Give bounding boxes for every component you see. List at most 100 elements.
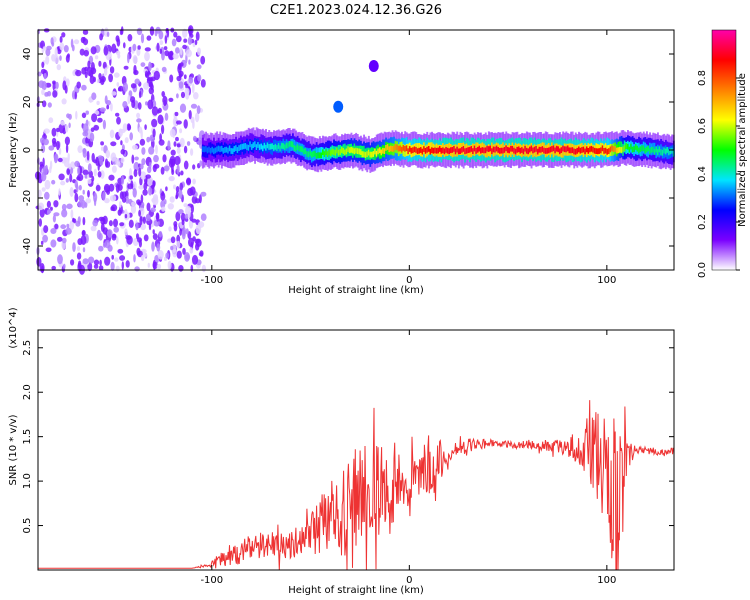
noise-dot bbox=[133, 64, 137, 75]
noise-dot bbox=[74, 192, 79, 203]
noise-dot bbox=[103, 46, 109, 56]
noise-dot bbox=[48, 117, 54, 124]
noise-dot bbox=[192, 164, 196, 170]
ridge-segment bbox=[247, 144, 250, 151]
noise-dot bbox=[131, 99, 136, 109]
noise-dot bbox=[72, 242, 76, 253]
noise-dot bbox=[130, 83, 137, 89]
noise-dot bbox=[41, 144, 46, 154]
noise-dot bbox=[100, 78, 105, 85]
noise-dot bbox=[76, 176, 81, 181]
noise-dot bbox=[132, 43, 137, 52]
snr-y-multiplier: (x10^4) bbox=[8, 307, 19, 348]
noise-dot bbox=[134, 156, 139, 161]
noise-dot bbox=[56, 64, 61, 71]
ridge-segment bbox=[408, 146, 411, 152]
ridge-segment bbox=[666, 147, 669, 160]
ridge-segment bbox=[646, 146, 648, 153]
noise-dot bbox=[65, 78, 70, 87]
noise-dot bbox=[183, 203, 188, 208]
noise-dot bbox=[187, 210, 191, 218]
ridge-segment bbox=[541, 146, 544, 152]
ridge-segment bbox=[377, 148, 380, 155]
spectrogram-x-ticks: -100 0 100 bbox=[200, 30, 616, 286]
noise-dot bbox=[77, 200, 83, 208]
noise-dot bbox=[157, 250, 164, 260]
noise-dot bbox=[59, 36, 63, 43]
ridge-segment bbox=[219, 146, 222, 153]
noise-dot bbox=[148, 61, 152, 72]
ridge-segment bbox=[250, 144, 253, 150]
ridge-segment bbox=[513, 147, 516, 154]
ridge-segment bbox=[361, 151, 364, 157]
ridge-segment bbox=[293, 145, 296, 151]
noise-dot bbox=[90, 225, 97, 232]
colorbar-tick-label: 0.4 bbox=[697, 166, 708, 182]
noise-dot bbox=[51, 179, 56, 185]
ridge-segment bbox=[627, 143, 629, 150]
noise-dot bbox=[121, 191, 127, 198]
noise-dot bbox=[188, 59, 191, 65]
noise-dot bbox=[173, 31, 178, 38]
noise-dot bbox=[133, 254, 136, 263]
noise-dot bbox=[77, 145, 83, 154]
ridge-segment bbox=[274, 143, 277, 150]
spectrogram-x-label: Height of straight line (km) bbox=[288, 285, 424, 296]
noise-dot bbox=[93, 197, 97, 207]
spectrogram-secondary-blobs bbox=[333, 60, 379, 113]
noise-dot bbox=[42, 234, 48, 243]
ridge-segment bbox=[431, 147, 433, 154]
ridge-segment bbox=[404, 145, 407, 152]
noise-dot bbox=[142, 216, 146, 224]
noise-dot bbox=[164, 199, 167, 205]
ridge-segment bbox=[664, 148, 667, 155]
ridge-segment bbox=[382, 147, 384, 154]
noise-dot bbox=[150, 207, 156, 213]
noise-dot bbox=[120, 140, 123, 146]
noise-dot bbox=[43, 225, 49, 234]
noise-dot bbox=[179, 182, 183, 191]
noise-dot bbox=[117, 209, 122, 216]
noise-dot bbox=[95, 156, 99, 166]
noise-dot bbox=[144, 51, 150, 62]
noise-dot bbox=[77, 166, 81, 175]
noise-dot bbox=[92, 219, 98, 227]
ridge-segment bbox=[511, 145, 514, 152]
ridge-segment bbox=[288, 141, 291, 153]
noise-dot bbox=[37, 189, 42, 198]
secondary-blob bbox=[333, 100, 344, 113]
noise-dot bbox=[70, 209, 74, 219]
noise-dot bbox=[106, 104, 110, 110]
ridge-segment bbox=[375, 150, 378, 157]
noise-dot bbox=[172, 53, 179, 60]
noise-dot bbox=[69, 220, 75, 230]
ridge-segment bbox=[480, 147, 482, 154]
ridge-segment bbox=[292, 141, 294, 148]
noise-dot bbox=[170, 245, 174, 251]
noise-dot bbox=[186, 177, 192, 186]
noise-dot bbox=[157, 114, 164, 125]
y-tick-label: -20 bbox=[22, 190, 33, 206]
ridge-segment bbox=[450, 147, 452, 154]
noise-dot bbox=[190, 103, 198, 109]
ridge-segment bbox=[325, 149, 328, 156]
noise-dot bbox=[61, 32, 66, 38]
noise-dot bbox=[66, 168, 70, 176]
ridge-segment bbox=[427, 146, 430, 152]
ridge-segment bbox=[239, 144, 242, 151]
ridge-segment bbox=[331, 148, 334, 155]
colorbar-ticks: 0.0 0.2 0.4 0.6 0.8 bbox=[697, 70, 740, 278]
ridge-segment bbox=[544, 148, 547, 154]
ridge-segment bbox=[320, 152, 323, 159]
noise-dot bbox=[163, 165, 170, 172]
ridge-segment bbox=[617, 147, 620, 154]
noise-dot bbox=[127, 34, 133, 42]
ridge-segment bbox=[612, 146, 615, 152]
noise-dot bbox=[200, 55, 206, 65]
colorbar: 0.0 0.2 0.4 0.6 0.8 Normalized spectral ampl… bbox=[697, 29, 748, 278]
ridge-segment bbox=[464, 148, 467, 155]
noise-dot bbox=[58, 123, 65, 134]
noise-dot bbox=[147, 99, 154, 110]
noise-dot bbox=[65, 54, 70, 63]
noise-dot bbox=[119, 222, 125, 227]
